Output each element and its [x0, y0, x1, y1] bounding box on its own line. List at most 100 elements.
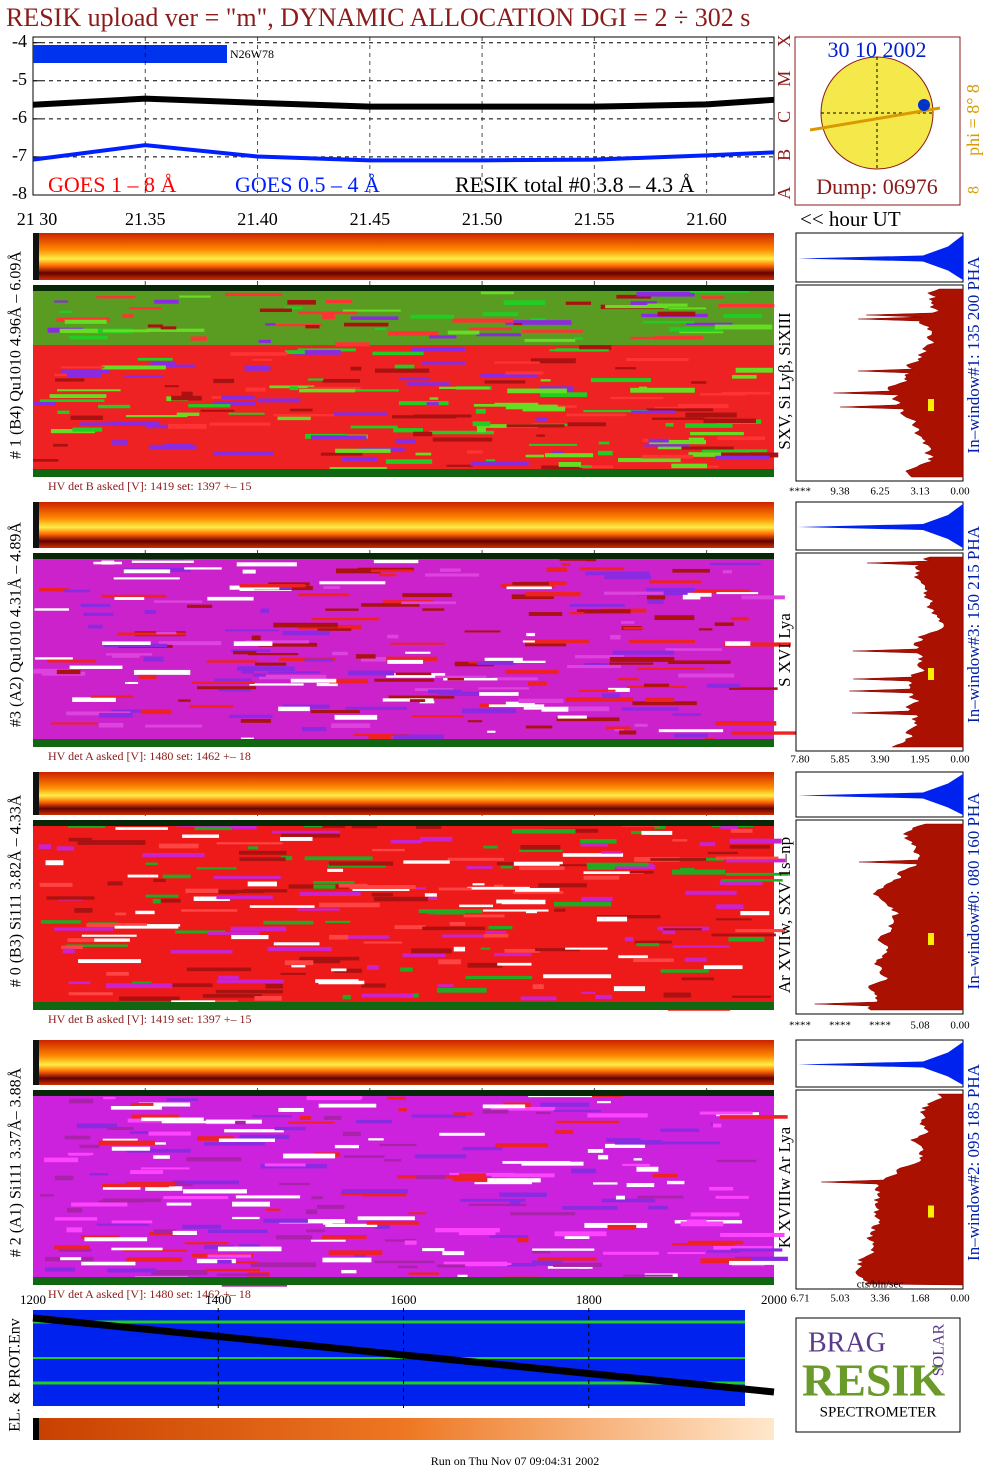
- spectrogram-cell: [615, 1195, 626, 1200]
- spectrogram-cell: [181, 391, 193, 396]
- spectrogram-cell: [374, 678, 434, 682]
- spectrogram-cell: [186, 967, 252, 972]
- spectrogram-cell: [70, 415, 103, 420]
- spectrogram-cell: [387, 659, 424, 664]
- spectrogram-cell: [304, 856, 373, 861]
- spectrogram-cell: [492, 677, 538, 681]
- window-marker: [928, 399, 934, 411]
- spectrogram-cell: [497, 962, 532, 966]
- spectrogram-cell: [575, 655, 624, 659]
- spectrogram-cell: [151, 1270, 208, 1275]
- spectrogram-cell: [216, 979, 284, 984]
- spectrogram-cell: [504, 948, 540, 953]
- spectrogram-cell: [251, 635, 261, 641]
- spectrogram-cell: [608, 687, 630, 692]
- spectrogram-cell: [416, 1175, 446, 1180]
- spectrogram-cell: [158, 843, 199, 849]
- spectrogram-cell: [541, 465, 583, 470]
- spectrogram-cell: [595, 994, 613, 1000]
- spectrogram-cell: [335, 342, 370, 347]
- spectrogram-cell: [328, 861, 394, 866]
- spectrogram-cell: [418, 909, 483, 914]
- spectrogram-cell: [157, 898, 181, 903]
- spectrogram-cell: [56, 389, 121, 392]
- spectrogram-cell: [443, 1261, 508, 1267]
- spectrogram-cell: [289, 408, 313, 412]
- spectrogram-cell: [145, 424, 173, 429]
- spectrogram-cell: [559, 706, 610, 712]
- env-label: EL. & PROT.Env: [7, 1318, 24, 1431]
- spectrogram-cell: [422, 608, 445, 611]
- spectrogram-cell: [156, 631, 177, 635]
- spectrogram-cell: [235, 1120, 246, 1125]
- spectrogram-cell: [472, 883, 485, 886]
- y-tick-label: -4: [12, 31, 27, 51]
- spectrogram-cell: [233, 641, 273, 646]
- spectrogram-edge: [33, 1277, 774, 1285]
- spectrogram-cell: [111, 1220, 153, 1224]
- spectrogram-cell: [127, 874, 159, 878]
- spectrogram-cell: [489, 1235, 528, 1238]
- spectrogram-cell: [130, 1102, 154, 1106]
- y-tick-label: -7: [12, 145, 27, 165]
- spectrogram-cell: [123, 569, 171, 574]
- spectrogram-cell: [590, 378, 651, 383]
- spectrogram-cell: [622, 1163, 651, 1166]
- spectrogram-cell: [245, 640, 309, 644]
- spectrogram-cell: [125, 415, 188, 418]
- spectrogram-cell: [596, 915, 661, 919]
- spectrogram-cell: [162, 874, 191, 879]
- hist-profile: [821, 1093, 964, 1286]
- spectrogram-cell: [520, 996, 557, 1001]
- spectrogram-cell: [375, 368, 430, 373]
- spectrogram-cell: [657, 446, 691, 450]
- spectrogram-cell: [437, 987, 487, 993]
- spectrogram-edge: [33, 469, 774, 477]
- spectrogram-cell: [535, 1111, 551, 1115]
- spectrogram-cell: [411, 715, 464, 718]
- spectrogram-cell: [232, 1201, 271, 1207]
- strip-edge: [33, 1040, 39, 1085]
- spectrogram-cell: [388, 331, 439, 336]
- spectrogram-cell: [512, 829, 576, 834]
- spectrogram-cell: [500, 583, 555, 589]
- spectrogram-cell: [33, 668, 80, 674]
- spectrogram-cell: [332, 651, 348, 656]
- spectrogram-cell: [476, 661, 516, 665]
- spectrogram-cell: [443, 677, 498, 681]
- spectrogram-cell: [197, 1136, 234, 1141]
- spectrogram-edge: [33, 820, 774, 826]
- spectrogram-cell: [299, 956, 360, 961]
- spectrogram-cell: [541, 706, 569, 712]
- spectrogram-cell: [729, 1260, 788, 1265]
- spectrogram-cell: [467, 886, 530, 890]
- spectrogram-cell: [663, 992, 691, 998]
- spectrogram-cell: [549, 349, 609, 352]
- spectrogram-cell: [382, 698, 434, 702]
- spectrogram-cell: [194, 826, 232, 831]
- spectrogram-cell: [519, 866, 565, 871]
- spectrogram-cell: [522, 640, 535, 643]
- spectrogram-cell: [438, 959, 461, 965]
- spectrogram-cell: [446, 464, 473, 467]
- spectrogram-cell: [74, 908, 93, 913]
- spectrogram-cell: [487, 730, 496, 733]
- hv-status: HV det A asked [V]: 1480 set: 1462 +– 18: [48, 749, 251, 763]
- sun-frame: [794, 36, 961, 206]
- spectrogram-cell: [703, 418, 756, 424]
- spectrogram-cell: [239, 857, 286, 862]
- spectrogram-cell: [160, 326, 177, 330]
- spectrogram-cell: [634, 723, 648, 727]
- spectrogram-cell: [33, 459, 59, 462]
- spectrogram-cell: [707, 851, 738, 855]
- env-strip-edge: [33, 1418, 39, 1440]
- spectrogram-cell: [680, 867, 695, 873]
- spectrogram-cell: [623, 1274, 673, 1277]
- spectrogram-cell: [524, 338, 576, 342]
- spectrogram-cell: [351, 389, 400, 392]
- spectrogram-cell: [361, 603, 420, 607]
- spectrum-strip: [33, 772, 774, 815]
- spectrogram-cell: [700, 392, 746, 396]
- spectrogram-cell: [707, 1250, 740, 1253]
- spectrogram-cell: [50, 722, 98, 725]
